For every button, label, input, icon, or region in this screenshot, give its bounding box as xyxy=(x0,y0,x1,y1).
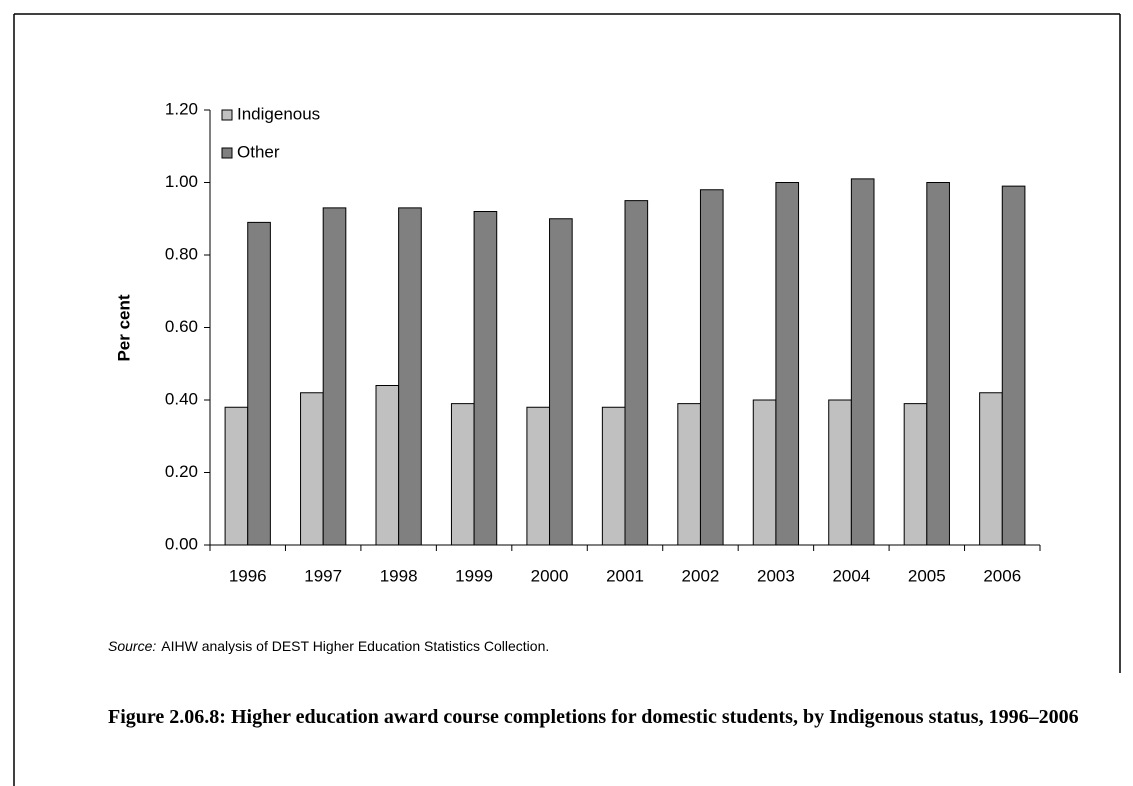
bar xyxy=(450,403,475,546)
bar xyxy=(850,178,875,546)
x-tick-label: 2003 xyxy=(757,566,795,585)
bar xyxy=(979,392,1003,546)
bar xyxy=(601,406,626,546)
bar xyxy=(699,189,724,546)
x-tick-label: 1996 xyxy=(229,566,267,585)
x-tick-label: 2002 xyxy=(682,566,720,585)
bar xyxy=(322,207,347,546)
legend-swatch xyxy=(221,147,233,159)
bar xyxy=(473,211,498,546)
source-text: AIHW analysis of DEST Higher Education S… xyxy=(161,638,549,654)
source-note: Source: AIHW analysis of DEST Higher Educ… xyxy=(108,638,549,654)
y-tick-label: 1.20 xyxy=(165,99,198,118)
legend-swatch xyxy=(221,109,233,121)
bar xyxy=(247,221,271,546)
y-axis-label: Per cent xyxy=(114,294,133,361)
bar xyxy=(828,399,852,546)
bar xyxy=(752,399,777,546)
x-tick-label: 2004 xyxy=(832,566,870,585)
source-label: Source: xyxy=(108,638,156,654)
figure-title: Figure 2.06.8: Higher education award co… xyxy=(108,706,1079,728)
x-tick-label: 1998 xyxy=(380,566,418,585)
bar xyxy=(1001,185,1026,546)
x-tick-label: 1997 xyxy=(304,566,342,585)
y-tick-label: 0.40 xyxy=(165,389,198,408)
y-tick-label: 0.00 xyxy=(165,534,198,553)
y-tick-label: 0.60 xyxy=(165,317,198,336)
x-tick-label: 2000 xyxy=(531,566,569,585)
y-tick-label: 1.00 xyxy=(165,172,198,191)
x-tick-label: 2006 xyxy=(983,566,1021,585)
bar xyxy=(224,406,249,546)
bar xyxy=(375,385,400,546)
y-tick-label: 0.80 xyxy=(165,244,198,263)
legend-label: Indigenous xyxy=(237,104,320,123)
bar xyxy=(624,200,649,546)
x-tick-label: 2005 xyxy=(908,566,946,585)
x-tick-label: 2001 xyxy=(606,566,644,585)
bar xyxy=(677,403,701,546)
x-tick-label: 1999 xyxy=(455,566,493,585)
bar xyxy=(775,182,800,546)
bar xyxy=(398,207,422,546)
y-tick-label: 0.20 xyxy=(165,462,198,481)
bar xyxy=(926,182,950,546)
bar xyxy=(549,218,573,546)
bar xyxy=(300,392,324,546)
bar xyxy=(526,406,551,546)
legend-label: Other xyxy=(237,142,280,161)
bar xyxy=(903,403,928,546)
